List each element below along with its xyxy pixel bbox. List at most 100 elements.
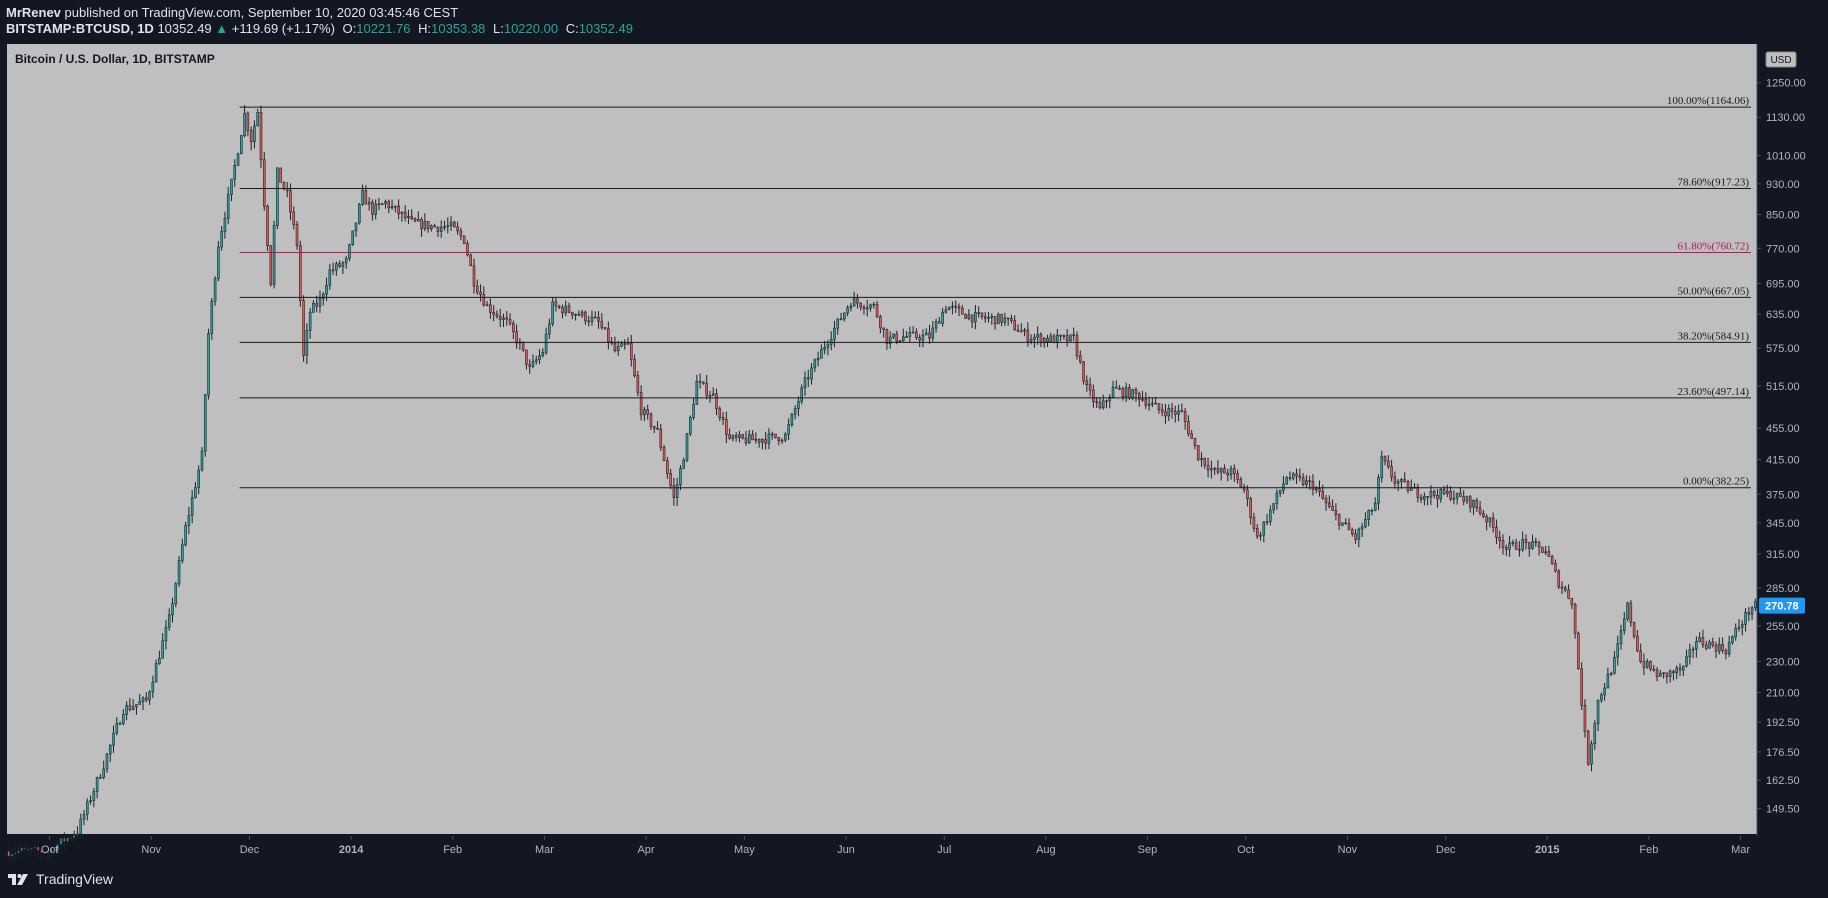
candle: [1593, 720, 1597, 750]
time-axis[interactable]: Oct Nov Dec 2014 Feb Mar Apr May Jun Jul Aug Sep Oct…: [41, 836, 1750, 856]
price-tick-label: 230.00: [1766, 656, 1800, 668]
candle: [1246, 485, 1249, 507]
candle: [1062, 334, 1066, 340]
candle: [1449, 486, 1452, 502]
candle: [1482, 509, 1485, 519]
candle: [1541, 546, 1544, 553]
fib-level[interactable]: 38.20%(584.91): [239, 330, 1751, 343]
candle: [528, 359, 531, 374]
currency-badge[interactable]: USD: [1765, 51, 1797, 68]
time-tick-label: Nov: [1338, 844, 1358, 856]
candle: [1269, 505, 1272, 526]
candle: [7, 843, 10, 859]
candle: [1600, 692, 1603, 703]
candle: [561, 304, 564, 319]
time-tick-label: Sep: [1138, 844, 1158, 856]
candle: [1740, 620, 1744, 636]
candle: [190, 490, 194, 524]
candle: [734, 432, 738, 442]
candle: [1328, 495, 1331, 509]
candle: [53, 846, 56, 857]
candle: [502, 313, 505, 328]
candle: [1446, 484, 1449, 498]
price-tick-label: 635.00: [1766, 309, 1800, 321]
candle: [1364, 512, 1367, 529]
fib-level[interactable]: 61.80%(760.72): [239, 241, 1751, 254]
candle: [1380, 450, 1384, 483]
candle: [990, 313, 994, 325]
candle: [580, 309, 584, 318]
symbol-label[interactable]: BITSTAMP:BTCUSD, 1D: [6, 21, 154, 36]
candle: [1491, 512, 1495, 533]
candle: [1629, 600, 1633, 627]
candle: [407, 209, 410, 224]
candle: [666, 456, 669, 479]
candle: [1534, 537, 1538, 547]
candle: [911, 326, 915, 334]
candle: [1377, 474, 1380, 511]
candle: [1639, 643, 1642, 664]
fib-level[interactable]: 23.60%(497.14): [239, 386, 1751, 399]
candle: [1495, 519, 1498, 545]
candle: [1337, 513, 1341, 530]
candle: [1731, 635, 1734, 645]
candle: [1360, 522, 1364, 538]
candle: [89, 795, 92, 805]
fib-retracement[interactable]: 100.00%(1164.06) 78.60%(917.23) 61.80%(760…: [239, 95, 1751, 489]
candle: [1275, 489, 1279, 510]
candle: [1708, 639, 1711, 649]
price-tick-label: 176.50: [1766, 747, 1800, 759]
candle: [1645, 658, 1649, 669]
candle: [489, 298, 492, 319]
candle: [66, 836, 69, 846]
candle: [1488, 516, 1492, 528]
plot-background[interactable]: [7, 44, 1757, 834]
high-label: H:: [418, 21, 432, 36]
candle: [1652, 665, 1656, 672]
candle: [928, 324, 931, 344]
candle: [335, 261, 338, 276]
fib-level[interactable]: 100.00%(1164.06): [239, 95, 1751, 108]
author-name[interactable]: MrRenev: [6, 5, 61, 20]
price-tick-label: 149.50: [1766, 804, 1800, 816]
candle: [213, 276, 217, 306]
candle: [597, 311, 600, 329]
fib-level[interactable]: 0.00%(382.25): [239, 476, 1751, 489]
candle: [997, 312, 1000, 325]
candle: [95, 776, 99, 799]
candle: [987, 311, 990, 323]
candle: [420, 217, 423, 237]
candle: [551, 296, 554, 327]
candle: [475, 279, 479, 295]
candle: [777, 436, 781, 446]
price-chart[interactable]: 100.00%(1164.06) 78.60%(917.23) 61.80%(760…: [0, 44, 1828, 864]
candle: [512, 320, 515, 340]
candle: [1754, 598, 1757, 612]
fib-level[interactable]: 50.00%(667.05): [239, 285, 1751, 298]
candle: [1170, 402, 1174, 419]
candle: [1272, 503, 1275, 514]
footer[interactable]: TradingView: [8, 868, 113, 890]
candle: [1675, 665, 1678, 680]
candle: [315, 295, 318, 313]
price-tick-label: 345.00: [1766, 518, 1800, 530]
change-up-icon: ▲: [215, 21, 229, 36]
fib-level[interactable]: 78.60%(917.23): [239, 177, 1751, 190]
candle: [1711, 637, 1715, 648]
chart-area[interactable]: 100.00%(1164.06) 78.60%(917.23) 61.80%(760…: [0, 44, 1828, 869]
candle: [492, 305, 495, 322]
candle: [174, 581, 178, 608]
candle: [1586, 729, 1590, 766]
candle: [721, 411, 725, 425]
candle: [1583, 699, 1587, 738]
candle: [938, 316, 941, 324]
candle: [577, 310, 581, 317]
candle: [387, 199, 391, 214]
candle: [800, 384, 803, 405]
footer-brand[interactable]: TradingView: [36, 871, 114, 887]
candle: [508, 313, 512, 326]
price-axis[interactable]: 1250.00 1130.00 1010.00 930.00 850.00 770.00 6…: [1757, 78, 1806, 816]
candle: [459, 227, 463, 241]
price-tick-label: 192.50: [1766, 717, 1800, 729]
candle: [462, 235, 466, 245]
